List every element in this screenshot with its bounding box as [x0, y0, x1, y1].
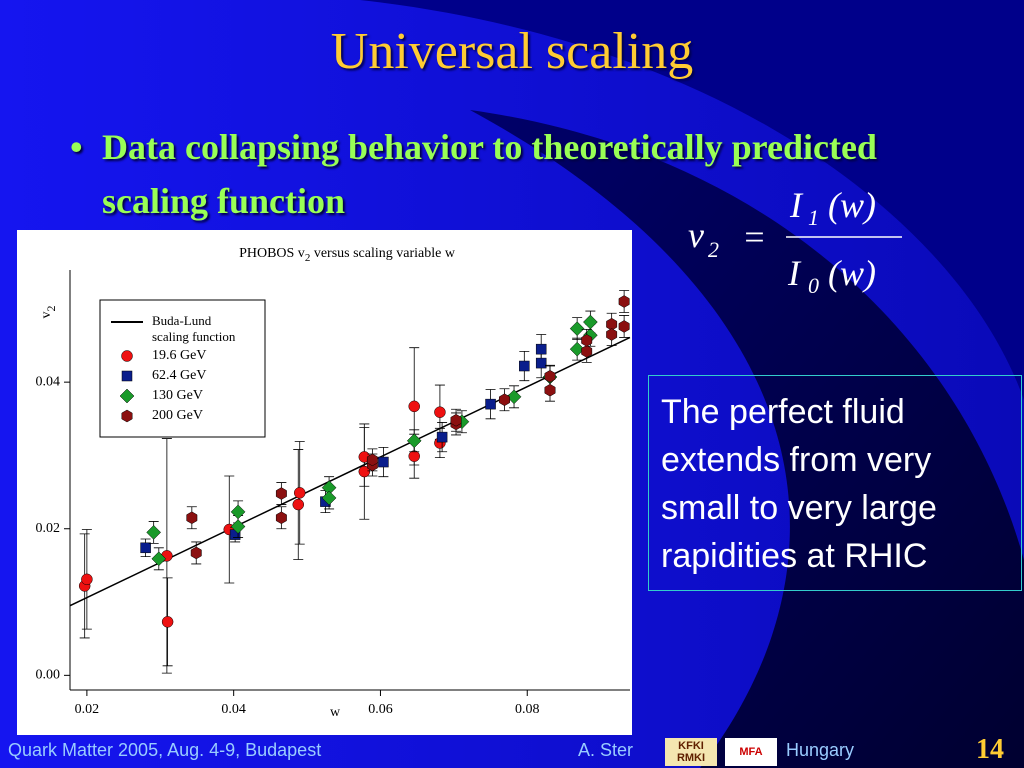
footer-event: Quark Matter 2005, Aug. 4-9, Budapest — [8, 740, 322, 760]
marker — [519, 360, 530, 372]
logo: KFKI RMKI — [665, 738, 717, 766]
footer-country: Hungary — [786, 740, 855, 760]
x-tick-label: 0.02 — [75, 702, 100, 717]
marker — [485, 398, 496, 410]
marker — [583, 314, 598, 330]
formula-den: I — [787, 253, 802, 293]
formula-arg: (w) — [828, 253, 876, 293]
bg-swoosh — [360, 0, 1024, 400]
y-axis-label: v2 — [39, 306, 58, 319]
legend-swatch — [119, 388, 135, 404]
marker — [406, 433, 422, 449]
marker — [190, 546, 202, 560]
bg-swoosh — [470, 110, 1024, 768]
marker — [506, 389, 522, 405]
chart-title: PHOBOS v2 versus scaling variable w — [239, 246, 456, 263]
marker — [81, 573, 93, 586]
marker — [434, 406, 446, 418]
x-tick-label: 0.06 — [368, 702, 393, 717]
legend-swatch — [121, 409, 133, 423]
legend-label: Buda-Lund scaling function — [152, 313, 236, 344]
marker — [378, 456, 389, 468]
marker — [140, 542, 151, 554]
bullet-text: Data collapsing behavior to theoreticall… — [102, 127, 877, 221]
legend-label: 62.4 GeV — [152, 368, 206, 383]
formula-arg: (w) — [828, 185, 876, 225]
x-tick-label: 0.08 — [515, 702, 540, 717]
marker — [321, 490, 337, 506]
formula-num: I — [789, 185, 804, 225]
y-tick-label: 0.00 — [36, 668, 61, 683]
title-part: versus scaling variable w — [310, 246, 456, 261]
bullet-dot: • — [70, 127, 83, 167]
legend-label: 200 GeV — [152, 408, 203, 423]
marker — [535, 357, 547, 369]
marker — [408, 450, 420, 462]
marker — [161, 616, 174, 628]
marker — [606, 328, 618, 341]
title-part: PHOBOS v — [239, 246, 305, 261]
chart-panel: PHOBOS v2 versus scaling variable w v2 w… — [17, 230, 632, 735]
legend-label: Buda-Lund scaling function — [152, 313, 236, 344]
formula-lhs: v — [688, 215, 704, 255]
callout: The perfect fluid extends from very smal… — [648, 375, 1022, 591]
marker — [230, 519, 246, 534]
marker — [618, 320, 630, 333]
marker — [146, 525, 162, 540]
marker — [275, 487, 287, 500]
marker — [450, 413, 462, 427]
marker — [581, 345, 593, 358]
marker — [618, 295, 630, 308]
marker — [293, 487, 306, 499]
x-axis-label: w — [330, 705, 341, 720]
y-tick-label: 0.02 — [36, 521, 61, 536]
marker — [275, 511, 287, 525]
formula-sub: 1 — [808, 205, 819, 230]
formula-sub: 0 — [808, 273, 819, 298]
chart: PHOBOS v2 versus scaling variable w v2 w… — [36, 246, 631, 720]
marker — [358, 465, 371, 478]
marker — [535, 343, 547, 355]
marker — [544, 383, 556, 397]
slide-title: Universal scaling — [330, 23, 694, 80]
label-sub: 2 — [44, 306, 58, 312]
legend-swatch — [121, 370, 133, 382]
formula: v 2 = I 1 (w) I 0 (w) — [688, 185, 902, 298]
marker — [292, 498, 305, 511]
formula-sub: 2 — [708, 237, 719, 262]
marker — [436, 431, 448, 443]
x-tick-label: 0.04 — [221, 702, 246, 717]
legend-label: 19.6 GeV — [152, 348, 206, 363]
footer-author: A. Ster — [578, 740, 634, 760]
marker — [408, 400, 420, 413]
label-part: v — [39, 312, 54, 319]
marker — [544, 369, 556, 383]
logo: MFA — [725, 738, 777, 766]
page-number: 14 — [976, 734, 1004, 765]
y-tick-label: 0.04 — [36, 374, 61, 389]
marker — [499, 393, 510, 407]
formula-eq: = — [742, 217, 766, 257]
title-sub: 2 — [305, 252, 311, 264]
legend-swatch — [121, 350, 133, 362]
marker — [581, 334, 593, 347]
marker — [569, 341, 585, 357]
marker — [186, 511, 198, 525]
marker — [151, 551, 167, 567]
marker — [366, 453, 378, 467]
marker — [230, 504, 246, 520]
legend-label: 130 GeV — [152, 388, 203, 403]
marker — [569, 321, 585, 336]
